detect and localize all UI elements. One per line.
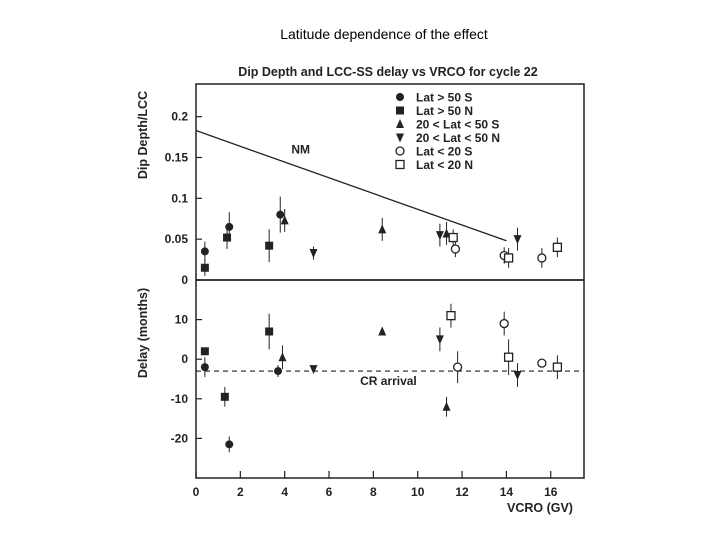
data-point	[280, 215, 289, 225]
legend-label: Lat > 50 S	[416, 91, 472, 105]
data-point	[276, 210, 285, 219]
x-tick-label: 6	[326, 485, 333, 499]
legend-marker	[395, 159, 405, 170]
legend-marker	[396, 93, 404, 101]
legend-marker	[396, 106, 404, 115]
legend-label: Lat < 20 N	[416, 158, 473, 172]
reference-line-label: CR arrival	[360, 374, 417, 388]
x-tick-label: 2	[237, 485, 244, 499]
legend-label: 20 < Lat < 50 S	[416, 118, 499, 132]
legend-label: 20 < Lat < 50 N	[416, 131, 500, 145]
data-point	[537, 358, 547, 368]
data-point	[265, 327, 274, 336]
data-point	[378, 224, 387, 234]
bottom-y-axis-label: Delay (months)	[136, 288, 150, 378]
x-tick-label: 4	[281, 485, 288, 499]
bottom-y-axis: 10 0 -10 -20	[171, 313, 202, 445]
data-point	[450, 244, 461, 254]
bottom-panel: 10 0 -10 -20 0 2 4 6 8 10 12 14 16 CR arrival Delay…	[136, 279, 585, 515]
data-point	[200, 347, 209, 356]
data-point	[435, 335, 444, 345]
data-point	[278, 352, 287, 362]
reference-line-label: NM	[291, 142, 310, 156]
data-point	[552, 242, 563, 252]
chart-title: Dip Depth and LCC-SS delay vs VRCO for c…	[238, 65, 537, 79]
top-y-axis: 0 0.05 0.1 0.15 0.2	[165, 110, 202, 287]
top-data-marks: NM	[195, 129, 563, 276]
y-tick-label: 0.15	[165, 151, 189, 165]
x-axis-label: VCRO (GV)	[507, 501, 573, 515]
data-point	[537, 253, 547, 263]
data-point	[503, 352, 514, 362]
y-tick-label: 0	[181, 273, 188, 287]
reference-line-nm	[195, 129, 507, 242]
legend-marker	[395, 146, 405, 156]
data-point	[225, 440, 234, 449]
x-tick-label: 0	[193, 485, 200, 499]
data-point	[446, 310, 456, 321]
y-tick-label: 0.2	[171, 110, 188, 124]
data-point	[442, 228, 451, 238]
data-point	[452, 362, 463, 372]
legend-marker	[396, 119, 404, 128]
x-tick-label: 10	[411, 485, 425, 499]
data-point	[499, 318, 509, 329]
legend-label: Lat > 50 N	[416, 104, 473, 118]
data-point	[503, 253, 514, 263]
data-point	[225, 222, 234, 231]
data-point	[200, 247, 209, 256]
y-tick-label: 10	[175, 313, 189, 327]
data-point	[220, 392, 229, 401]
x-tick-label: 16	[544, 485, 558, 499]
legend-marker	[396, 133, 404, 143]
y-tick-label: 0.05	[165, 232, 189, 246]
top-panel: 0 0.05 0.1 0.15 0.2 NM Dip Depth/LCC	[136, 83, 585, 287]
x-axis: 0 2 4 6 8 10 12 14 16	[193, 471, 558, 499]
top-panel-frame	[195, 83, 585, 281]
data-point	[513, 235, 522, 245]
top-y-axis-label: Dip Depth/LCC	[136, 91, 150, 179]
bottom-data-marks: CR arrival	[196, 303, 584, 453]
y-tick-label: -20	[171, 431, 189, 445]
data-point	[200, 363, 209, 372]
slide-title: Latitude dependence of the effect	[280, 26, 488, 42]
y-tick-label: -10	[171, 392, 189, 406]
data-point	[435, 231, 444, 241]
legend-label: Lat < 20 S	[416, 145, 472, 159]
data-point	[274, 367, 283, 376]
data-point	[200, 263, 209, 272]
data-point	[513, 371, 522, 381]
x-tick-label: 12	[455, 485, 469, 499]
data-point	[442, 401, 451, 411]
bottom-panel-frame	[195, 279, 585, 479]
x-tick-label: 8	[370, 485, 377, 499]
data-point	[223, 233, 232, 242]
data-point	[309, 249, 318, 259]
data-point	[378, 326, 387, 336]
x-tick-label: 14	[500, 485, 514, 499]
y-tick-label: 0	[181, 352, 188, 366]
data-point	[265, 241, 274, 250]
data-point	[448, 232, 458, 243]
data-point	[309, 365, 318, 375]
y-tick-label: 0.1	[171, 191, 188, 205]
data-point	[552, 362, 563, 372]
